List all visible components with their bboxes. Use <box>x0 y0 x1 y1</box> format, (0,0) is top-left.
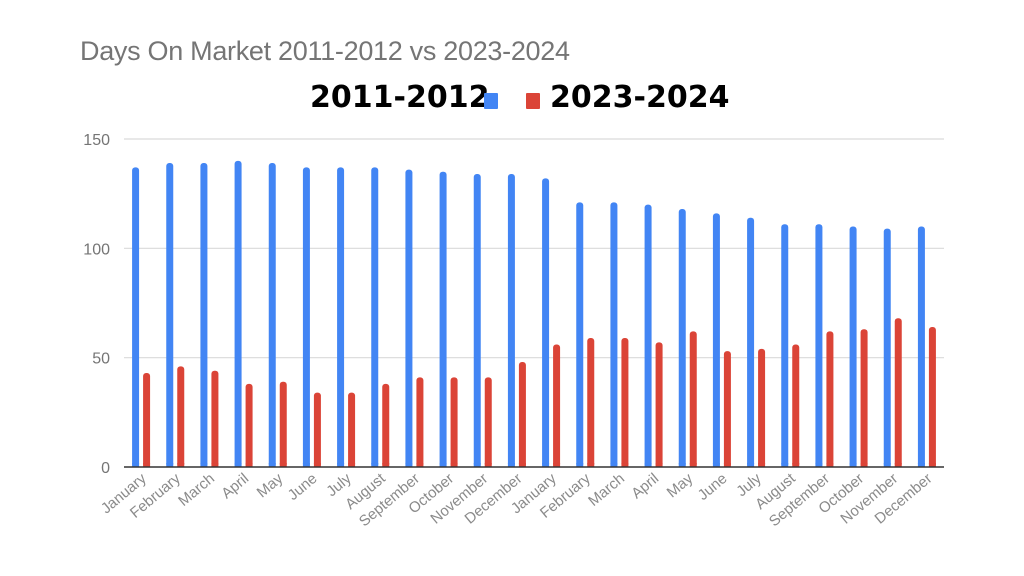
bar-2023-2024 <box>143 372 151 467</box>
bar-2011-2012 <box>815 224 823 467</box>
legend-swatch-2023-2024 <box>526 93 540 109</box>
bar-2023-2024 <box>348 392 356 467</box>
bar-2011-2012 <box>917 226 925 467</box>
bar-2011-2012 <box>405 169 413 467</box>
bar-2023-2024 <box>416 377 424 467</box>
bar-2011-2012 <box>132 167 140 467</box>
bar-2023-2024 <box>655 342 663 467</box>
bar-2011-2012 <box>678 208 686 467</box>
bar-2023-2024 <box>587 337 595 467</box>
x-tick-label: April <box>628 470 662 502</box>
x-tick-label: May <box>664 470 697 502</box>
bar-2011-2012 <box>644 204 652 467</box>
bar-2011-2012 <box>576 202 584 467</box>
y-tick-label: 0 <box>101 460 110 477</box>
bar-2023-2024 <box>758 348 766 467</box>
bar-2011-2012 <box>268 163 276 467</box>
bar-2023-2024 <box>928 327 936 467</box>
bar-2023-2024 <box>313 392 321 467</box>
x-tick-label: June <box>285 470 321 504</box>
bar-2023-2024 <box>826 331 834 467</box>
bar-2023-2024 <box>484 377 492 467</box>
x-tick-label: March <box>585 470 628 510</box>
legend: 2011-2012 2023-2024 <box>0 80 1024 120</box>
bar-2023-2024 <box>279 381 287 467</box>
bar-2023-2024 <box>245 383 253 467</box>
bar-2023-2024 <box>450 377 458 467</box>
bar-2023-2024 <box>894 318 902 467</box>
legend-label-2011-2012: 2011-2012 <box>310 80 490 115</box>
y-tick-label: 100 <box>83 241 110 258</box>
bar-2011-2012 <box>747 217 755 467</box>
x-tick-label: June <box>695 470 731 504</box>
x-tick-label: May <box>254 470 287 502</box>
legend-swatch-2011-2012 <box>484 93 498 109</box>
bar-2011-2012 <box>302 167 310 467</box>
bar-2023-2024 <box>689 331 697 467</box>
bar-2023-2024 <box>792 344 800 467</box>
bar-2011-2012 <box>712 213 720 467</box>
bar-2023-2024 <box>553 344 561 467</box>
bar-2023-2024 <box>382 383 390 467</box>
bar-2011-2012 <box>849 226 857 467</box>
legend-label-2023-2024: 2023-2024 <box>550 80 730 115</box>
bar-2023-2024 <box>621 337 629 467</box>
bar-2011-2012 <box>439 171 447 468</box>
bar-2011-2012 <box>473 173 481 467</box>
bar-2011-2012 <box>234 160 242 467</box>
bar-2011-2012 <box>542 178 550 468</box>
x-tick-label: March <box>175 470 218 510</box>
bar-2023-2024 <box>860 329 868 467</box>
chart-title: Days On Market 2011-2012 vs 2023-2024 <box>80 36 570 66</box>
bar-2011-2012 <box>371 167 379 467</box>
y-tick-label: 50 <box>92 351 110 368</box>
bar-2011-2012 <box>610 202 618 467</box>
bar-2011-2012 <box>883 228 891 467</box>
y-tick-label: 150 <box>83 132 110 149</box>
bar-2011-2012 <box>507 173 515 467</box>
bar-2023-2024 <box>723 351 731 467</box>
x-tick-label: April <box>218 470 252 502</box>
bar-2011-2012 <box>200 163 208 467</box>
bar-2023-2024 <box>177 366 185 467</box>
bar-2023-2024 <box>518 362 526 467</box>
bar-2011-2012 <box>337 167 345 467</box>
bar-2011-2012 <box>166 163 174 467</box>
bar-2023-2024 <box>211 370 219 467</box>
bar-2011-2012 <box>781 224 789 467</box>
